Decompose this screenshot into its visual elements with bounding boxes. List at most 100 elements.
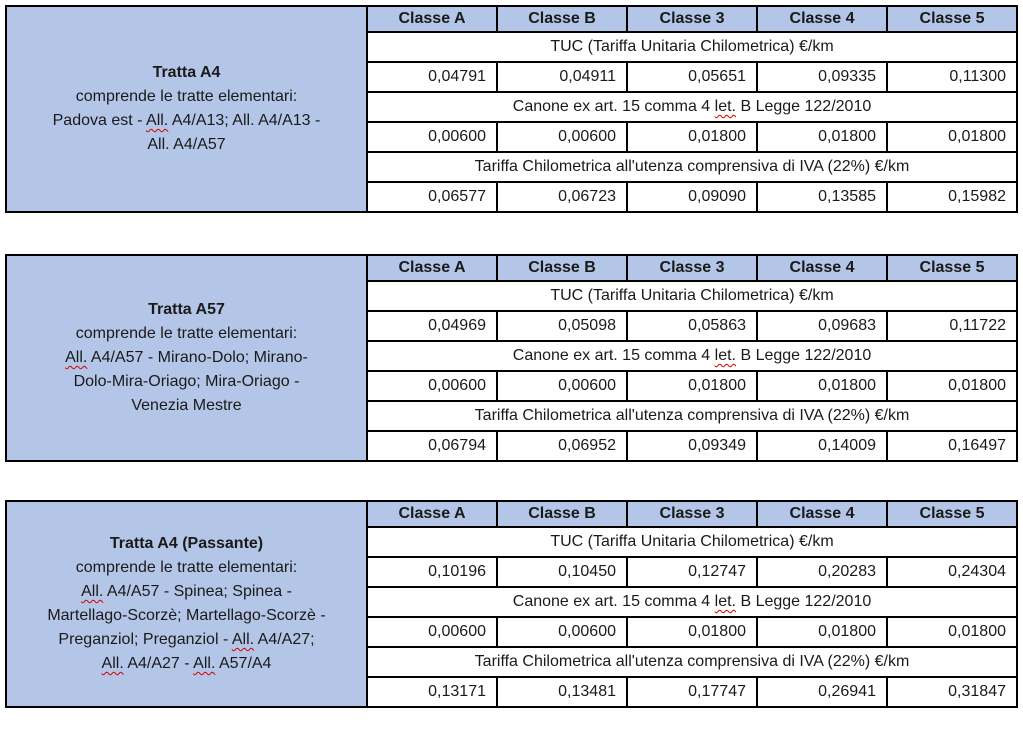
- route-info-cell: Tratta A4 (Passante) comprende le tratte…: [5, 500, 368, 708]
- class-header-row: Tratta A4 comprende le tratte elementari…: [5, 5, 1018, 213]
- section-label-canone: Canone ex art. 15 comma 4 let. B Legge 1…: [366, 91, 1018, 123]
- column-header-classe-a: Classe A: [366, 254, 498, 282]
- text-segment: comprende le tratte elementari:: [75, 88, 298, 105]
- route-description-line: comprende le tratte elementari:: [15, 322, 358, 346]
- text-segment: Tariffa Chilometrica all'utenza comprens…: [474, 158, 910, 175]
- text-segment: Martellago-Scorzè; Martellago-Scorzè -: [47, 607, 326, 624]
- spellcheck-marked-text: All.: [231, 631, 255, 648]
- text-segment: TUC (Tariffa Unitaria Chilometrica) €/km: [550, 533, 834, 550]
- value-row: 0,13171 0,13481 0,17747 0,26941 0,31847: [6, 676, 1018, 708]
- spellcheck-marked-text: All.: [193, 655, 216, 672]
- section-label-tuc: TUC (Tariffa Unitaria Chilometrica) €/km: [366, 526, 1018, 558]
- tariff-value-cell: 0,06952: [496, 430, 628, 462]
- tariff-value-cell: 0,06794: [366, 430, 498, 462]
- section-label-row: Tariffa Chilometrica all'utenza comprens…: [6, 646, 1018, 678]
- tariff-value-cell: 0,00600: [366, 616, 498, 648]
- section-label-row: Canone ex art. 15 comma 4 let. B Legge 1…: [6, 340, 1018, 372]
- document-page: Tratta A4 comprende le tratte elementari…: [5, 5, 1018, 708]
- section-label-canone: Canone ex art. 15 comma 4 let. B Legge 1…: [366, 340, 1018, 372]
- column-header-classe-4: Classe 4: [756, 254, 888, 282]
- tariff-value-cell: 0,00600: [496, 121, 628, 153]
- text-segment: All. A4/A57: [147, 136, 226, 153]
- tariff-value-cell: 0,31847: [886, 676, 1018, 708]
- spellcheck-marked-text: All.: [65, 349, 88, 366]
- section-label-row: TUC (Tariffa Unitaria Chilometrica) €/km: [6, 280, 1018, 312]
- tariff-value-cell: 0,15982: [886, 181, 1018, 213]
- tariff-value-cell: 0,11300: [886, 61, 1018, 93]
- tariff-value-cell: 0,09349: [626, 430, 758, 462]
- section-label-row: Canone ex art. 15 comma 4 let. B Legge 1…: [6, 586, 1018, 618]
- value-row: 0,04969 0,05098 0,05863 0,09683 0,11722: [6, 310, 1018, 342]
- route-description-line: comprende le tratte elementari:: [15, 556, 358, 580]
- value-row: 0,10196 0,10450 0,12747 0,20283 0,24304: [6, 556, 1018, 588]
- tariff-value-cell: 0,01800: [886, 616, 1018, 648]
- spellcheck-marked-text: let.: [714, 98, 736, 115]
- column-header-classe-5: Classe 5: [886, 500, 1018, 528]
- column-header-classe-a: Classe A: [366, 5, 498, 33]
- tariff-value-cell: 0,09683: [756, 310, 888, 342]
- tariff-value-cell: 0,01800: [626, 121, 758, 153]
- tariff-table-tratta-a57: Tratta A57 comprende le tratte elementar…: [5, 254, 1018, 462]
- tariff-value-cell: 0,13171: [366, 676, 498, 708]
- tariff-value-cell: 0,11722: [886, 310, 1018, 342]
- route-description-line: All. A4/A57 - Spinea; Spinea -: [15, 580, 358, 604]
- section-label-tariffa-iva: Tariffa Chilometrica all'utenza comprens…: [366, 400, 1018, 432]
- text-segment: A4/A13; All. A4/A13 -: [168, 112, 321, 129]
- route-description-line: Venezia Mestre: [15, 394, 358, 418]
- route-description-line: Padova est - All. A4/A13; All. A4/A13 -: [15, 109, 358, 133]
- section-label-row: Canone ex art. 15 comma 4 let. B Legge 1…: [6, 91, 1018, 123]
- tariff-value-cell: 0,01800: [886, 121, 1018, 153]
- text-segment: B Legge 122/2010: [736, 347, 872, 364]
- tariff-value-cell: 0,20283: [756, 556, 888, 588]
- value-row: 0,06794 0,06952 0,09349 0,14009 0,16497: [6, 430, 1018, 462]
- route-title: Tratta A57: [148, 301, 225, 318]
- tariff-value-cell: 0,05651: [626, 61, 758, 93]
- column-header-classe-b: Classe B: [496, 254, 628, 282]
- class-header-row: Tratta A4 (Passante) comprende le tratte…: [5, 500, 1018, 708]
- tariff-value-cell: 0,00600: [496, 370, 628, 402]
- route-info-cell: Tratta A4 comprende le tratte elementari…: [5, 5, 368, 213]
- column-header-classe-a: Classe A: [366, 500, 498, 528]
- tariff-value-cell: 0,24304: [886, 556, 1018, 588]
- spellcheck-marked-text: All.: [146, 112, 169, 129]
- text-segment: A4/A27;: [254, 631, 315, 648]
- tariff-value-cell: 0,01800: [626, 370, 758, 402]
- route-description-line: Martellago-Scorzè; Martellago-Scorzè -: [15, 604, 358, 628]
- tariff-value-cell: 0,00600: [366, 370, 498, 402]
- value-row: 0,00600 0,00600 0,01800 0,01800 0,01800: [6, 121, 1018, 153]
- text-segment: Dolo-Mira-Oriago; Mira-Oriago -: [73, 373, 300, 390]
- tariff-value-cell: 0,01800: [626, 616, 758, 648]
- spellcheck-marked-text: All.: [101, 655, 124, 672]
- text-segment: Tariffa Chilometrica all'utenza comprens…: [474, 407, 910, 424]
- section-label-row: Tariffa Chilometrica all'utenza comprens…: [6, 151, 1018, 183]
- text-segment: comprende le tratte elementari:: [75, 559, 298, 576]
- tariff-value-cell: 0,01800: [756, 370, 888, 402]
- tariff-value-cell: 0,04969: [366, 310, 498, 342]
- spellcheck-marked-text: let.: [714, 593, 736, 610]
- route-description-line: All. A4/A27 - All. A57/A4: [15, 652, 358, 676]
- text-segment: B Legge 122/2010: [736, 98, 872, 115]
- section-label-tuc: TUC (Tariffa Unitaria Chilometrica) €/km: [366, 280, 1018, 312]
- tariff-value-cell: 0,01800: [756, 616, 888, 648]
- text-segment: TUC (Tariffa Unitaria Chilometrica) €/km: [550, 287, 834, 304]
- value-row: 0,00600 0,00600 0,01800 0,01800 0,01800: [6, 370, 1018, 402]
- route-description-line: Preganziol; Preganziol - All. A4/A27;: [15, 628, 358, 652]
- column-header-classe-b: Classe B: [496, 500, 628, 528]
- column-header-classe-b: Classe B: [496, 5, 628, 33]
- text-segment: A4/A57 - Spinea; Spinea -: [103, 583, 292, 600]
- column-header-classe-3: Classe 3: [626, 500, 758, 528]
- text-segment: A4/A27 -: [123, 655, 194, 672]
- section-label-canone: Canone ex art. 15 comma 4 let. B Legge 1…: [366, 586, 1018, 618]
- column-header-classe-3: Classe 3: [626, 254, 758, 282]
- value-row: 0,04791 0,04911 0,05651 0,09335 0,11300: [6, 61, 1018, 93]
- tariff-value-cell: 0,06577: [366, 181, 498, 213]
- column-header-classe-5: Classe 5: [886, 254, 1018, 282]
- text-segment: Tariffa Chilometrica all'utenza comprens…: [474, 653, 910, 670]
- tariff-value-cell: 0,01800: [756, 121, 888, 153]
- section-label-row: Tariffa Chilometrica all'utenza comprens…: [6, 400, 1018, 432]
- column-header-classe-4: Classe 4: [756, 5, 888, 33]
- section-label-tariffa-iva: Tariffa Chilometrica all'utenza comprens…: [366, 151, 1018, 183]
- column-header-classe-3: Classe 3: [626, 5, 758, 33]
- tariff-value-cell: 0,14009: [756, 430, 888, 462]
- text-segment: Canone ex art. 15 comma 4: [512, 98, 715, 115]
